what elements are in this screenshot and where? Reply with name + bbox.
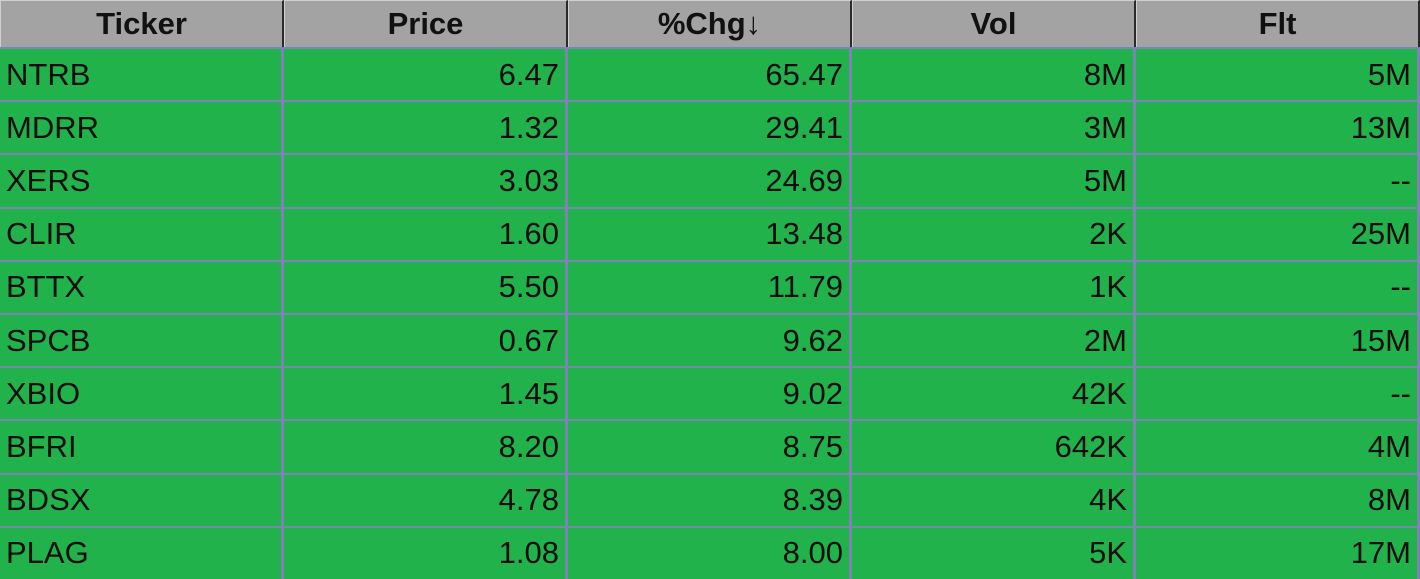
table-row[interactable]: NTRB 6.47 65.47 8M 5M — [0, 49, 1420, 101]
float-cell: -- — [1136, 261, 1420, 313]
change-cell: 8.39 — [568, 474, 852, 526]
table-row[interactable]: XERS 3.03 24.69 5M -- — [0, 155, 1420, 207]
volume-cell: 5M — [852, 155, 1136, 207]
volume-cell: 3M — [852, 102, 1136, 154]
table-row[interactable]: CLIR 1.60 13.48 2K 25M — [0, 208, 1420, 260]
float-cell: 4M — [1136, 421, 1420, 473]
column-header-volume[interactable]: Vol — [852, 0, 1136, 47]
price-cell: 4.78 — [284, 474, 568, 526]
float-cell: 15M — [1136, 315, 1420, 367]
change-cell: 9.02 — [568, 368, 852, 420]
ticker-cell: SPCB — [0, 315, 284, 367]
volume-cell: 5K — [852, 527, 1136, 579]
ticker-cell: BFRI — [0, 421, 284, 473]
ticker-cell: MDRR — [0, 102, 284, 154]
volume-cell: 42K — [852, 368, 1136, 420]
ticker-cell: CLIR — [0, 208, 284, 260]
float-cell: -- — [1136, 155, 1420, 207]
price-cell: 3.03 — [284, 155, 568, 207]
change-cell: 29.41 — [568, 102, 852, 154]
float-cell: 8M — [1136, 474, 1420, 526]
change-cell: 65.47 — [568, 49, 852, 101]
change-cell: 24.69 — [568, 155, 852, 207]
volume-cell: 1K — [852, 261, 1136, 313]
table-row[interactable]: BDSX 4.78 8.39 4K 8M — [0, 474, 1420, 526]
table-header-row: Ticker Price %Chg↓ Vol Flt — [0, 0, 1420, 47]
ticker-cell: XERS — [0, 155, 284, 207]
float-cell: -- — [1136, 368, 1420, 420]
column-header-price[interactable]: Price — [284, 0, 568, 47]
change-cell: 11.79 — [568, 261, 852, 313]
price-cell: 6.47 — [284, 49, 568, 101]
change-cell: 8.00 — [568, 527, 852, 579]
column-header-change[interactable]: %Chg↓ — [568, 0, 852, 47]
column-header-float[interactable]: Flt — [1136, 0, 1420, 47]
change-cell: 9.62 — [568, 315, 852, 367]
float-cell: 13M — [1136, 102, 1420, 154]
ticker-cell: NTRB — [0, 49, 284, 101]
table-row[interactable]: XBIO 1.45 9.02 42K -- — [0, 368, 1420, 420]
ticker-cell: PLAG — [0, 527, 284, 579]
price-cell: 1.08 — [284, 527, 568, 579]
volume-cell: 4K — [852, 474, 1136, 526]
table-row[interactable]: SPCB 0.67 9.62 2M 15M — [0, 315, 1420, 367]
ticker-cell: BTTX — [0, 261, 284, 313]
price-cell: 5.50 — [284, 261, 568, 313]
table-row[interactable]: MDRR 1.32 29.41 3M 13M — [0, 102, 1420, 154]
ticker-cell: BDSX — [0, 474, 284, 526]
volume-cell: 2M — [852, 315, 1136, 367]
float-cell: 5M — [1136, 49, 1420, 101]
column-header-ticker[interactable]: Ticker — [0, 0, 284, 47]
table-row[interactable]: BFRI 8.20 8.75 642K 4M — [0, 421, 1420, 473]
table-row[interactable]: BTTX 5.50 11.79 1K -- — [0, 261, 1420, 313]
price-cell: 0.67 — [284, 315, 568, 367]
float-cell: 17M — [1136, 527, 1420, 579]
table-row[interactable]: PLAG 1.08 8.00 5K 17M — [0, 527, 1420, 579]
volume-cell: 642K — [852, 421, 1136, 473]
volume-cell: 2K — [852, 208, 1136, 260]
change-cell: 13.48 — [568, 208, 852, 260]
volume-cell: 8M — [852, 49, 1136, 101]
price-cell: 1.45 — [284, 368, 568, 420]
ticker-cell: XBIO — [0, 368, 284, 420]
change-cell: 8.75 — [568, 421, 852, 473]
price-cell: 8.20 — [284, 421, 568, 473]
float-cell: 25M — [1136, 208, 1420, 260]
price-cell: 1.60 — [284, 208, 568, 260]
price-cell: 1.32 — [284, 102, 568, 154]
